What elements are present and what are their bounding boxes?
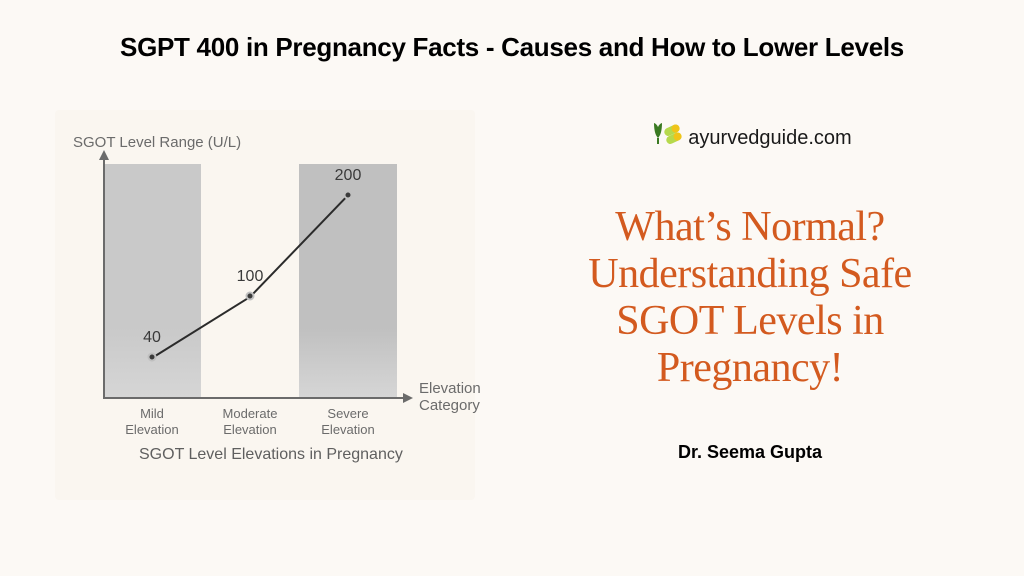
- right-column: ayurvedguide.com What’s Normal? Understa…: [530, 120, 970, 463]
- chart-value-label: 40: [143, 329, 161, 347]
- chart-category-label: ModerateElevation: [223, 406, 278, 437]
- chart-point: [148, 353, 157, 362]
- brand-text: ayurvedguide.com: [688, 127, 851, 150]
- brand: ayurvedguide.com: [648, 120, 851, 156]
- x-axis-title: ElevationCategory: [419, 380, 481, 414]
- chart-value-label: 200: [335, 167, 362, 185]
- chart-value-label: 100: [237, 268, 264, 286]
- x-axis-arrow: [403, 393, 413, 403]
- chart-caption: SGOT Level Elevations in Pregnancy: [139, 446, 403, 464]
- plot-area: 40 100 200: [103, 164, 397, 398]
- chart-panel: SGOT Level Range (U/L) 40100200 Elevatio…: [55, 110, 475, 500]
- chart-point: [246, 292, 255, 301]
- chart-category-label: MildElevation: [125, 406, 178, 437]
- y-axis: [103, 156, 105, 398]
- y-axis-arrow: [99, 150, 109, 160]
- chart-band: [299, 164, 397, 398]
- chart-band: [103, 164, 201, 398]
- leaf-capsule-icon: [648, 120, 682, 156]
- chart-category-label: SevereElevation: [321, 406, 374, 437]
- author: Dr. Seema Gupta: [530, 442, 970, 463]
- y-axis-title: SGOT Level Range (U/L): [73, 134, 241, 151]
- chart-inner: SGOT Level Range (U/L) 40100200 Elevatio…: [69, 128, 461, 486]
- headline: What’s Normal? Understanding Safe SGOT L…: [530, 204, 970, 392]
- chart-point: [344, 190, 353, 199]
- page-title: SGPT 400 in Pregnancy Facts - Causes and…: [0, 32, 1024, 63]
- x-axis: [103, 397, 405, 399]
